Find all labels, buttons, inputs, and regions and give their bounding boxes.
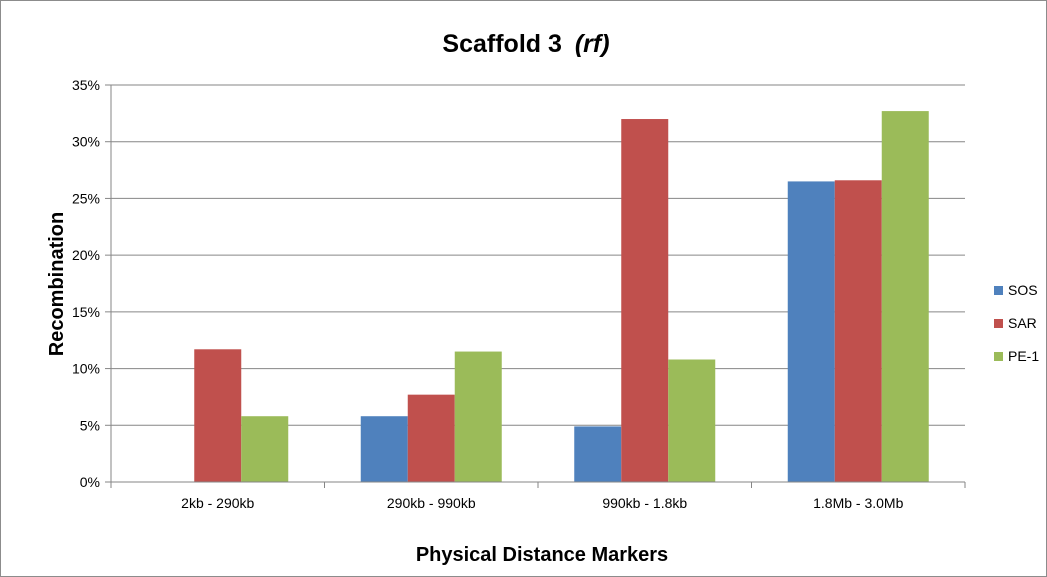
- x-tick-label: 990kb - 1.8kb: [602, 495, 687, 511]
- bar-pe-1-3: [668, 359, 716, 482]
- legend-label: SOS: [1008, 282, 1038, 298]
- bar-pe-1-4: [881, 111, 929, 483]
- bar-sos-4: [787, 181, 835, 482]
- y-tick-label: 20%: [72, 247, 100, 263]
- bar-sos-2: [360, 416, 408, 482]
- y-tick-label: 30%: [72, 134, 100, 150]
- x-tick-label: 2kb - 290kb: [181, 495, 254, 511]
- y-tick-label: 5%: [80, 417, 100, 433]
- legend-swatch: [994, 352, 1003, 361]
- bar-sar-1: [194, 349, 242, 482]
- y-tick-label: 10%: [72, 361, 100, 377]
- bar-sos-3: [574, 426, 622, 482]
- x-tick-label: 1.8Mb - 3.0Mb: [813, 495, 903, 511]
- chart-title-italic: (rf): [575, 30, 610, 58]
- chart-title: Scaffold 3 (rf): [442, 30, 609, 58]
- legend-label: PE-1: [1008, 348, 1039, 364]
- bar-sar-2: [407, 394, 455, 482]
- x-tick-label: 290kb - 990kb: [387, 495, 476, 511]
- legend: SOS SAR PE-1: [994, 282, 1039, 364]
- bar-pe-1-1: [241, 416, 289, 482]
- y-axis-ticks: 0% 5% 10% 15% 20% 25% 30% 35%: [72, 77, 111, 490]
- x-axis-title: Physical Distance Markers: [416, 544, 668, 566]
- bars: [194, 111, 929, 483]
- chart-title-main: Scaffold 3: [442, 30, 561, 58]
- bar-sar-3: [621, 119, 669, 483]
- y-tick-label: 0%: [80, 474, 100, 490]
- y-tick-label: 35%: [72, 77, 100, 93]
- y-tick-label: 25%: [72, 190, 100, 206]
- bar-pe-1-2: [454, 351, 502, 482]
- y-axis-title: Recombination: [46, 212, 68, 356]
- x-axis-ticks: 2kb - 290kb 290kb - 990kb 990kb - 1.8kb 1.8…: [110, 482, 966, 511]
- legend-label: SAR: [1008, 315, 1037, 331]
- legend-swatch: [994, 286, 1003, 295]
- legend-swatch: [994, 319, 1003, 328]
- bar-sar-4: [834, 180, 882, 482]
- y-tick-label: 15%: [72, 304, 100, 320]
